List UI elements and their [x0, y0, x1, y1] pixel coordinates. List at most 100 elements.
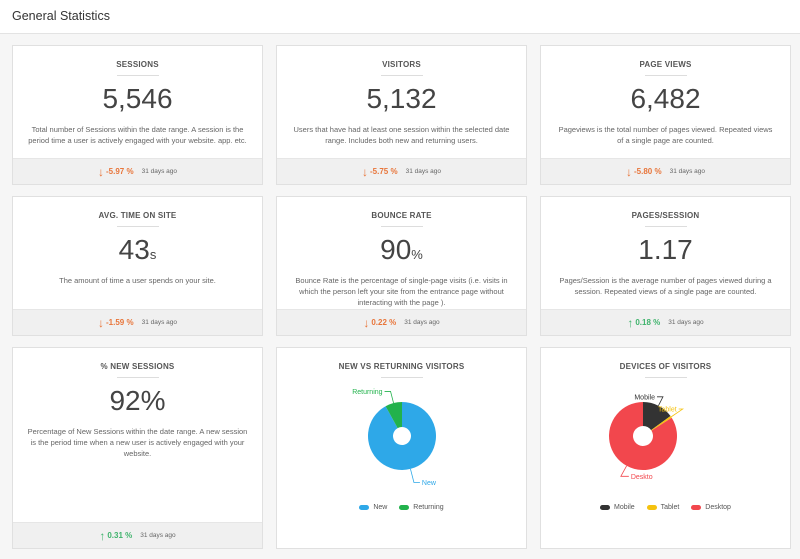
- legend-item-mobile[interactable]: Mobile: [600, 504, 635, 511]
- stat-description: Users that have had at least one session…: [293, 125, 510, 145]
- card-title: BOUNCE RATE: [371, 211, 432, 220]
- stat-timestamp: 31 days ago: [405, 168, 441, 175]
- legend-label: Tablet: [660, 504, 680, 511]
- stat-number: 5,132: [366, 83, 437, 114]
- slice-label: Tablet: [658, 407, 677, 414]
- stat-number: 1.17: [638, 234, 693, 265]
- title-underline: [116, 226, 159, 227]
- stat-footer: ↓ -5.97 % 31 days ago: [13, 158, 262, 184]
- pie-slice-tablet[interactable]: [651, 416, 672, 431]
- stat-timestamp: 31 days ago: [140, 532, 176, 539]
- stat-unit: %: [411, 247, 423, 262]
- legend-swatch: [691, 504, 702, 510]
- chart-legend: New Returning: [277, 504, 526, 511]
- title-underline: [380, 377, 423, 378]
- legend-swatch: [600, 504, 611, 510]
- stat-value: 6,482: [541, 83, 790, 115]
- stat-change: -5.80 %: [634, 167, 662, 176]
- card-visitors: VISITORS 5,132 Users that have had at le…: [276, 45, 527, 185]
- card-title: PAGE VIEWS: [639, 60, 692, 69]
- pie-slice-returning[interactable]: [385, 402, 402, 429]
- new-vs-returning-donut-chart: New Returning: [352, 389, 437, 487]
- card-title: VISITORS: [382, 60, 421, 69]
- legend-item-returning[interactable]: Returning: [399, 504, 444, 511]
- stat-footer: ↓ 0.22 % 31 days ago: [277, 309, 526, 335]
- card-sessions: SESSIONS 5,546 Total number of Sessions …: [12, 45, 263, 185]
- arrow-down-icon: ↓: [626, 165, 632, 179]
- stat-value: 1.17: [541, 234, 790, 266]
- stat-timestamp: 31 days ago: [669, 168, 705, 175]
- stat-value: 92%: [13, 385, 262, 417]
- slice-label: Returning: [352, 389, 382, 396]
- stat-timestamp: 31 days ago: [141, 168, 177, 175]
- arrow-down-icon: ↓: [98, 316, 104, 330]
- card-title: PAGES/SESSION: [631, 211, 700, 220]
- slice-label: New: [422, 480, 437, 487]
- stat-change: -5.97 %: [106, 167, 134, 176]
- legend-label: New: [373, 504, 388, 511]
- stat-value: 43s: [13, 234, 262, 266]
- slice-label-leader: [384, 391, 394, 404]
- legend-swatch: [359, 504, 370, 510]
- arrow-down-icon: ↓: [362, 165, 368, 179]
- title-underline: [116, 377, 159, 378]
- card-bounce-rate: BOUNCE RATE 90% Bounce Rate is the perce…: [276, 196, 527, 336]
- pie-slice-new[interactable]: [368, 402, 436, 470]
- page-title: General Statistics: [12, 9, 110, 23]
- slice-label-leader: [656, 396, 664, 406]
- chart-title: DEVICES OF VISITORS: [619, 362, 712, 371]
- slice-label-leader: [620, 465, 629, 477]
- stat-number: 5,546: [102, 83, 173, 114]
- legend-item-new[interactable]: New: [359, 504, 387, 511]
- legend-item-desktop[interactable]: Desktop: [691, 504, 731, 511]
- stat-footer: ↑ 0.18 % 31 days ago: [541, 309, 790, 335]
- stat-change: -5.75 %: [370, 167, 398, 176]
- card-page-views: PAGE VIEWS 6,482 Pageviews is the total …: [540, 45, 791, 185]
- legend-label: Returning: [413, 504, 444, 511]
- stat-unit: s: [149, 247, 157, 262]
- title-underline: [644, 75, 687, 76]
- stat-change: 0.31 %: [107, 531, 133, 540]
- stat-footer: ↑ 0.31 % 31 days ago: [13, 522, 262, 548]
- stat-number: 6,482: [630, 83, 701, 114]
- stat-footer: ↓ -5.80 % 31 days ago: [541, 158, 790, 184]
- stat-timestamp: 31 days ago: [141, 319, 177, 326]
- slice-label-leader: [670, 408, 685, 418]
- card-new-vs-returning: NEW VS RETURNING VISITORS New Returning N…: [276, 347, 527, 549]
- arrow-up-icon: ↑: [99, 529, 106, 543]
- legend-label: Mobile: [614, 504, 635, 511]
- stat-footer: ↓ -5.75 % 31 days ago: [277, 158, 526, 184]
- card-title: SESSIONS: [116, 60, 159, 69]
- page-header: General Statistics: [0, 0, 800, 34]
- stat-value: 5,132: [277, 83, 526, 115]
- stat-value: 90%: [277, 234, 526, 266]
- card-pages-per-session: PAGES/SESSION 1.17 Pages/Session is the …: [540, 196, 791, 336]
- stat-change: 0.22 %: [371, 318, 397, 327]
- arrow-down-icon: ↓: [98, 165, 104, 179]
- stat-description: Total number of Sessions within the date…: [28, 125, 247, 145]
- title-underline: [116, 75, 159, 76]
- stat-number: 90: [380, 234, 412, 265]
- slice-label: Mobile: [634, 394, 655, 401]
- stat-timestamp: 31 days ago: [404, 319, 440, 326]
- stat-change: -1.59 %: [106, 318, 134, 327]
- pie-slice-mobile[interactable]: [643, 402, 671, 431]
- chart-legend: Mobile Tablet Desktop: [541, 504, 790, 511]
- pie-slice-desktop[interactable]: [609, 402, 677, 470]
- stat-description: Pages/Session is the average number of p…: [559, 276, 772, 296]
- arrow-up-icon: ↑: [627, 316, 634, 330]
- legend-swatch: [646, 504, 657, 510]
- stat-description: Percentage of New Sessions within the da…: [27, 427, 248, 458]
- slice-label-leader: [410, 468, 420, 483]
- title-underline: [380, 226, 423, 227]
- stat-timestamp: 31 days ago: [668, 319, 704, 326]
- card-title: AVG. TIME ON SITE: [98, 211, 177, 220]
- stat-description: The amount of time a user spends on your…: [59, 276, 216, 285]
- stat-description: Pageviews is the total number of pages v…: [558, 125, 773, 145]
- card-new-sessions: % NEW SESSIONS 92% Percentage of New Ses…: [12, 347, 263, 549]
- stat-description: Bounce Rate is the percentage of single-…: [295, 276, 508, 307]
- stat-change: 0.18 %: [635, 318, 661, 327]
- legend-item-tablet[interactable]: Tablet: [646, 504, 680, 511]
- title-underline: [644, 377, 687, 378]
